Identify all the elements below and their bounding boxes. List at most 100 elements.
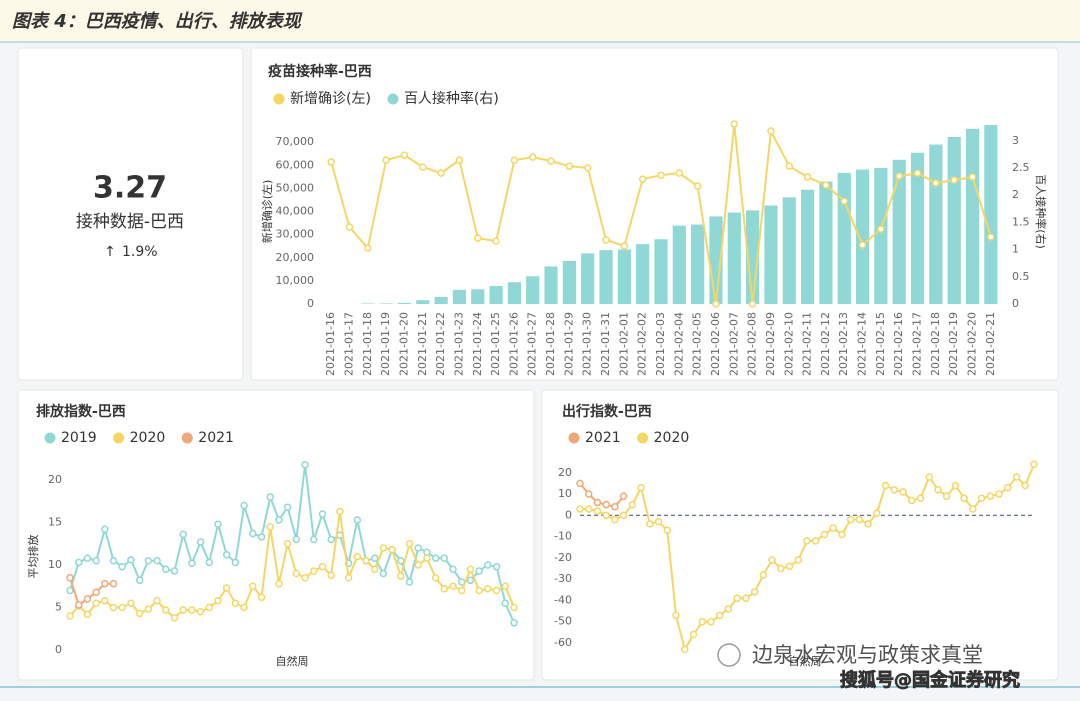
bar	[910, 152, 925, 304]
point	[829, 524, 837, 532]
point	[620, 242, 629, 250]
point	[803, 537, 811, 545]
point	[327, 571, 335, 579]
y-tick-label: 10,000	[276, 274, 315, 287]
y2-tick-label: 2	[1012, 188, 1019, 201]
point	[767, 127, 775, 135]
point	[266, 493, 274, 501]
point	[593, 507, 602, 515]
point	[327, 158, 335, 166]
line	[69, 464, 515, 624]
bar	[452, 289, 467, 304]
point	[431, 554, 440, 562]
legend-label: 2019	[61, 430, 97, 446]
x-tick-label: 2021-02-05	[691, 312, 704, 376]
point	[135, 576, 144, 585]
x-tick-label: 2021-01-16	[324, 312, 337, 376]
point	[318, 510, 327, 518]
legend-label: 2020	[654, 430, 690, 446]
bar	[691, 224, 705, 304]
point	[405, 578, 414, 586]
point	[840, 197, 848, 205]
point	[672, 611, 680, 620]
legend-marker	[273, 93, 285, 105]
point	[681, 645, 689, 654]
legend-label: 2021	[585, 430, 621, 446]
point	[92, 599, 100, 607]
x-tick-label: 2021-01-20	[397, 312, 410, 376]
x-tick-label: 2021-02-21	[984, 312, 997, 376]
y-tick-label: -30	[554, 572, 572, 585]
point	[153, 596, 161, 605]
point	[405, 540, 414, 548]
x-tick-label: 2021-01-27	[526, 312, 539, 376]
point	[344, 574, 353, 582]
point	[969, 505, 977, 513]
kpi-value: 3.27	[93, 171, 167, 206]
legend-label: 2021	[198, 430, 234, 446]
point	[419, 163, 427, 171]
point	[811, 537, 820, 545]
point	[611, 515, 619, 524]
point	[397, 557, 405, 565]
point	[890, 486, 899, 494]
point	[466, 576, 475, 585]
x-tick-label: 2021-02-03	[654, 312, 667, 376]
y-tick-label: 10	[558, 487, 572, 500]
point	[822, 181, 830, 189]
point	[881, 481, 890, 490]
x-tick-label: 2021-02-16	[892, 312, 905, 376]
y2-tick-label: 3	[1012, 134, 1019, 147]
point	[510, 603, 518, 612]
legend-marker	[637, 432, 649, 444]
point	[501, 582, 510, 590]
point	[877, 225, 885, 233]
point	[109, 557, 118, 565]
y2-tick-label: 1.5	[1012, 215, 1030, 228]
y-tick-label: 20,000	[276, 251, 315, 264]
x-tick-label: 2021-02-07	[727, 312, 740, 376]
point	[370, 554, 379, 562]
y-tick-label: 10	[48, 558, 62, 571]
point	[318, 562, 327, 571]
point	[934, 486, 942, 494]
point	[310, 535, 318, 544]
point	[995, 490, 1003, 498]
x-tick-label: 2021-01-18	[361, 312, 374, 376]
x-tick-label: 2021-02-14	[856, 312, 869, 376]
y-tick-label: 30,000	[276, 228, 315, 241]
point	[179, 606, 187, 614]
point	[257, 593, 266, 602]
point	[492, 237, 500, 245]
y-tick-label: 70,000	[276, 135, 315, 148]
point	[977, 494, 986, 503]
point	[257, 533, 266, 541]
point	[715, 611, 724, 620]
point	[353, 516, 362, 524]
y-tick-label: -20	[554, 551, 572, 564]
point	[214, 520, 222, 528]
bar	[544, 266, 558, 304]
y-axis-title: 新增确诊(左)	[260, 180, 274, 244]
bar	[562, 261, 576, 304]
point	[474, 234, 482, 242]
point	[196, 538, 205, 546]
bar	[837, 172, 851, 304]
y-tick-label: -50	[554, 615, 572, 628]
point	[170, 613, 179, 622]
point	[66, 612, 74, 620]
point	[222, 584, 231, 592]
chart-title: 排放指数-巴西	[36, 403, 126, 420]
point	[66, 574, 74, 582]
point	[127, 599, 135, 607]
x-tick-label: 2021-01-29	[562, 312, 575, 376]
point	[162, 606, 170, 614]
header-bar	[0, 0, 1080, 42]
point	[283, 503, 292, 511]
x-tick-label: 2021-01-21	[416, 312, 429, 376]
point	[179, 530, 187, 539]
y2-axis-title: 百人接种率(右)	[1034, 174, 1048, 249]
point	[83, 595, 92, 603]
kpi-label: 接种数据-巴西	[76, 212, 184, 232]
point	[144, 557, 153, 565]
